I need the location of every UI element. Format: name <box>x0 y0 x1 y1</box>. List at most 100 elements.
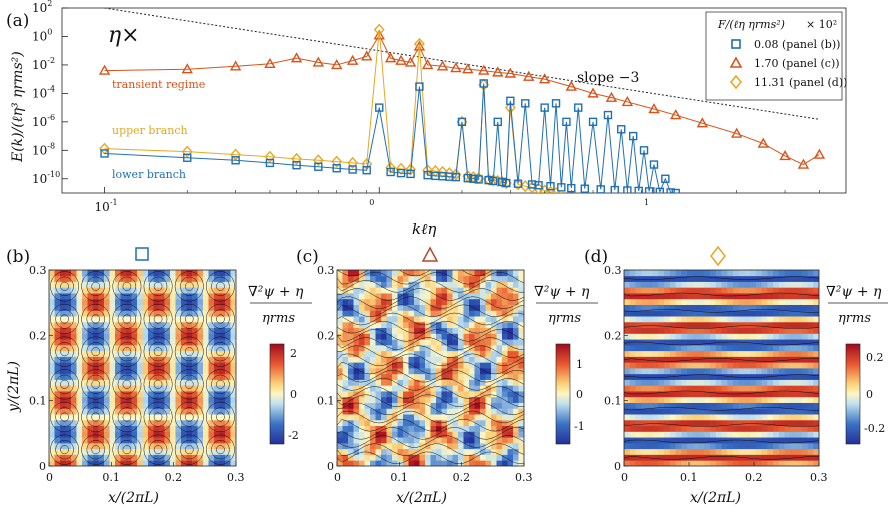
field-cell <box>104 293 110 300</box>
y-tick-label: 102 <box>32 0 52 15</box>
field-cell <box>715 414 722 421</box>
field-cell <box>197 327 204 334</box>
field-cell <box>430 385 437 392</box>
field-cell <box>796 431 803 438</box>
field-cell <box>131 454 138 461</box>
field-cell <box>203 310 209 317</box>
field-cell <box>93 316 99 323</box>
field-cell <box>436 287 442 294</box>
field-cell <box>219 293 226 300</box>
field-cell <box>430 287 437 294</box>
field-cell <box>153 391 160 398</box>
streamline <box>60 347 69 357</box>
field-cell <box>750 402 757 409</box>
field-cell <box>403 373 409 380</box>
field-cell <box>480 379 486 386</box>
field-cell <box>60 321 66 329</box>
field-cell <box>778 391 785 398</box>
field-cell <box>142 298 149 305</box>
field-cell <box>480 385 486 392</box>
field-cell <box>750 419 757 427</box>
field-cell <box>796 339 803 346</box>
field-cell <box>225 287 231 294</box>
field-cell <box>485 391 492 398</box>
data-point <box>331 155 343 168</box>
field-cell <box>750 275 757 282</box>
field-cell <box>419 448 426 455</box>
field-cell <box>704 425 711 432</box>
field-cell <box>704 287 711 294</box>
field-cell <box>414 431 420 438</box>
field-cell <box>469 275 475 282</box>
field-cell <box>624 437 631 444</box>
field-cell <box>214 396 220 403</box>
field-cell <box>761 270 768 277</box>
field-cell <box>452 437 459 444</box>
field-cell <box>414 270 420 277</box>
field-cell <box>375 304 382 311</box>
field-cell <box>214 281 220 288</box>
field-cell <box>452 270 459 277</box>
field-cell <box>744 408 751 415</box>
field-cell <box>744 270 751 277</box>
field-cell <box>485 396 492 403</box>
field-cell <box>386 362 393 369</box>
field-cell <box>208 373 215 380</box>
field-cell <box>76 344 83 352</box>
streamline <box>148 342 168 362</box>
field-cell <box>159 419 165 427</box>
field-cell <box>214 304 220 311</box>
field-cell <box>502 402 508 409</box>
field-cell <box>137 437 143 444</box>
field-cell <box>126 373 132 380</box>
field-cell <box>98 310 105 317</box>
streamline <box>624 292 819 297</box>
field-cell <box>71 270 77 277</box>
field-cell <box>203 368 209 375</box>
field-cell <box>175 431 182 438</box>
field-cell <box>469 304 475 311</box>
field-cell <box>474 425 481 432</box>
field-cell <box>491 281 497 288</box>
field-cell <box>159 368 165 375</box>
field-cell <box>186 431 193 438</box>
field-cell <box>698 275 705 282</box>
field-cell <box>641 316 648 323</box>
field-cell <box>796 460 803 466</box>
field-cell <box>397 442 404 450</box>
field-cell <box>225 344 231 352</box>
field-cell <box>359 304 365 311</box>
field-cell <box>778 310 785 317</box>
field-cell <box>159 310 165 317</box>
field-cell <box>518 287 524 294</box>
field-cell <box>49 281 55 288</box>
field-cell <box>485 460 492 466</box>
field-cell <box>219 368 226 375</box>
field-cell <box>181 454 187 461</box>
field-cell <box>87 350 94 357</box>
field-cell <box>513 344 519 352</box>
field-cell <box>430 391 437 398</box>
field-cell <box>767 298 774 305</box>
field-cell <box>93 391 99 398</box>
field-cell <box>159 287 165 294</box>
field-cell <box>104 287 110 294</box>
field-cell <box>773 402 780 409</box>
field-cell <box>715 298 722 305</box>
field-cell <box>192 344 198 352</box>
field-cell <box>664 408 671 415</box>
field-cell <box>381 316 387 323</box>
field-cell <box>732 298 740 305</box>
field-cell <box>348 431 354 438</box>
field-cell <box>485 316 492 323</box>
field-cell <box>480 402 486 409</box>
field-cell <box>131 362 138 369</box>
data-point <box>671 188 680 193</box>
field-cell <box>408 437 415 444</box>
data-point <box>373 29 385 40</box>
streamline <box>86 440 105 460</box>
field-cell <box>469 414 475 421</box>
field-cell <box>419 287 426 294</box>
streamline <box>86 374 105 394</box>
field-cell <box>518 391 524 398</box>
